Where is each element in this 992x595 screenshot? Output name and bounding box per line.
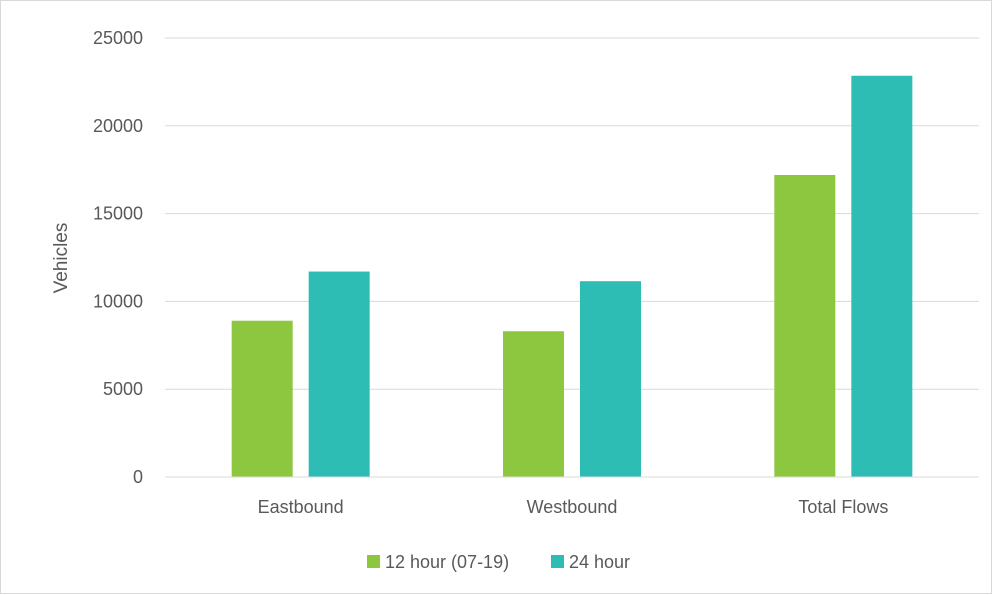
y-tick-label: 5000: [103, 379, 143, 399]
x-category-label: Westbound: [527, 497, 618, 517]
legend-swatch-24-hour: [551, 555, 564, 568]
y-tick-label: 15000: [93, 204, 143, 224]
x-axis-categories: Eastbound Westbound Total Flows: [258, 497, 889, 517]
y-axis-label: Vehicles: [51, 223, 72, 294]
y-tick-label: 25000: [93, 28, 143, 48]
y-axis-ticks: 0 5000 10000 15000 20000 25000: [93, 28, 143, 487]
bar-westbound-series-1: [503, 331, 564, 477]
bar-total-flows-series-1: [774, 174, 836, 477]
legend-swatch-12-hour: [367, 555, 380, 568]
legend: 12 hour (07-19) 24 hour: [367, 552, 630, 572]
bar-eastbound-series-2: [308, 271, 370, 477]
bar-eastbound-series-1: [231, 320, 293, 477]
y-tick-label: 0: [133, 467, 143, 487]
y-tick-label: 20000: [93, 116, 143, 136]
bars: [165, 75, 979, 478]
x-category-label: Eastbound: [258, 497, 344, 517]
bar-total-flows-series-2: [851, 75, 913, 477]
y-tick-label: 10000: [93, 291, 143, 311]
legend-label-12-hour: 12 hour (07-19): [385, 552, 509, 572]
legend-label-24-hour: 24 hour: [569, 552, 630, 572]
bar-westbound-series-2: [580, 281, 641, 477]
x-category-label: Total Flows: [798, 497, 888, 517]
